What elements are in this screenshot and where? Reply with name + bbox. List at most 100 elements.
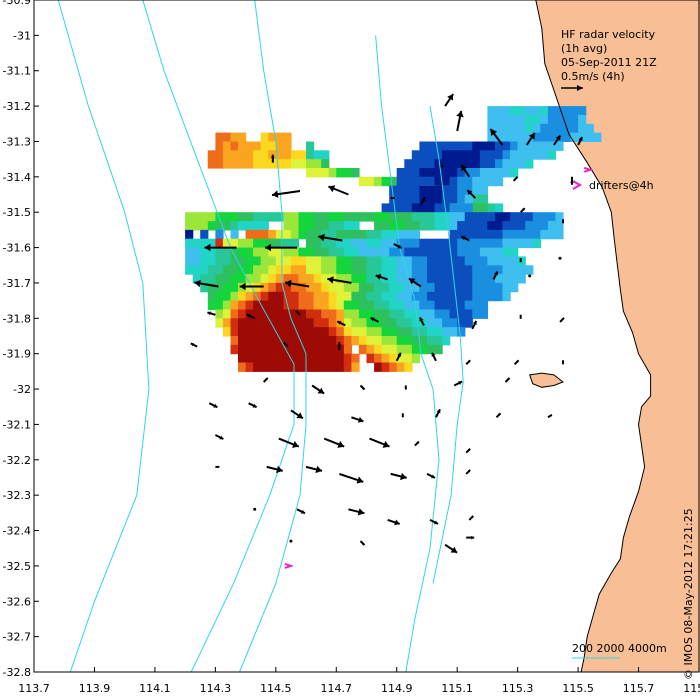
speed-cell [389,212,398,222]
speed-cell [434,318,443,328]
speed-cell [298,159,307,169]
speed-cell [464,141,473,151]
arrow-head [283,342,287,346]
speed-cell [328,336,337,346]
speed-cell [306,212,315,222]
speed-cell [298,318,307,328]
speed-cell [215,265,224,275]
speed-cell [510,256,519,266]
speed-cell [495,282,504,293]
speed-cell [366,238,375,249]
speed-cell [442,150,451,160]
speed-cell [268,141,277,151]
speed-cell [404,176,413,187]
speed-cell [396,344,405,355]
speed-cell [366,327,375,337]
speed-cell [502,114,511,125]
speed-cell [404,229,413,240]
arrow-head [362,542,365,546]
speed-cell [275,256,284,266]
speed-cell [472,176,481,187]
velocity-arrow [270,154,275,163]
velocity-arrow [289,539,293,543]
credit-text: © IMOS 08-May-2012 17:21:25 [682,508,695,680]
speed-cell [366,247,375,257]
velocity-arrow [426,473,436,479]
speed-cell [222,212,232,222]
speed-cell [283,274,292,284]
speed-cell [427,176,436,187]
speed-cell [207,212,216,222]
arrow-head [570,181,574,185]
velocity-arrow [444,543,458,554]
speed-cell [434,265,443,275]
speed-cell [487,123,496,134]
arrow-head [467,469,471,473]
legend-box: HF radar velocity (1h avg) 05-Sep-2011 2… [561,28,657,192]
speed-cell [427,300,436,310]
speed-cell [510,265,519,275]
speed-cell [238,132,247,142]
speed-cell [411,168,420,178]
speed-cell [442,309,451,319]
speed-cell [464,229,473,240]
speed-cell [411,318,420,328]
velocity-arrow [404,385,407,390]
speed-cell [245,282,254,293]
speed-cell [321,221,330,231]
velocity-arrow [348,508,365,516]
speed-cell [449,300,458,310]
speed-cell [396,238,405,249]
speed-cell [457,194,466,204]
speed-cell [328,229,337,240]
speed-cell [479,265,489,275]
arrow-head [265,378,268,381]
speed-cell [358,318,368,328]
speed-cell [328,344,337,355]
velocity-arrow [265,243,297,252]
speed-cell [396,291,405,302]
speed-cell [419,221,428,231]
speed-cell [434,238,443,249]
speed-cell [374,176,383,187]
speed-cell [419,344,428,355]
speed-cell [464,247,473,257]
speed-cell [381,353,390,364]
speed-cell [290,327,300,337]
speed-cell [427,247,436,257]
y-tick-label: -31.3 [3,135,31,148]
speed-cell [328,318,337,328]
speed-cell [366,176,375,187]
speed-cell [351,309,360,319]
speed-cell [525,114,534,125]
speed-cell [238,353,247,364]
speed-cell [328,238,337,249]
speed-cell [510,106,519,116]
speed-cell [358,265,368,275]
velocity-arrow [239,282,264,291]
speed-cell [381,229,390,240]
speed-cell [427,203,436,213]
speed-cell [487,282,496,293]
velocity-arrow [559,317,565,323]
velocity-arrow [466,535,475,540]
speed-cell [404,362,413,372]
drifter-tracks [284,166,594,569]
velocity-arrow [495,412,502,419]
speed-cell [351,327,360,337]
velocity-arrow [290,409,304,420]
speed-cell [306,282,315,293]
y-tick-label: -31.5 [3,206,31,219]
velocity-arrow [513,359,520,366]
speed-cell [495,168,504,178]
speed-cell [381,309,390,319]
velocity-arrow [351,416,364,423]
speed-cell [411,238,420,249]
arrow-head [519,317,522,319]
speed-cell [457,291,466,302]
speed-cell [525,123,534,134]
speed-cell [283,336,292,346]
speed-cell [313,309,322,319]
speed-cell [275,282,284,293]
speed-cell [207,300,216,310]
